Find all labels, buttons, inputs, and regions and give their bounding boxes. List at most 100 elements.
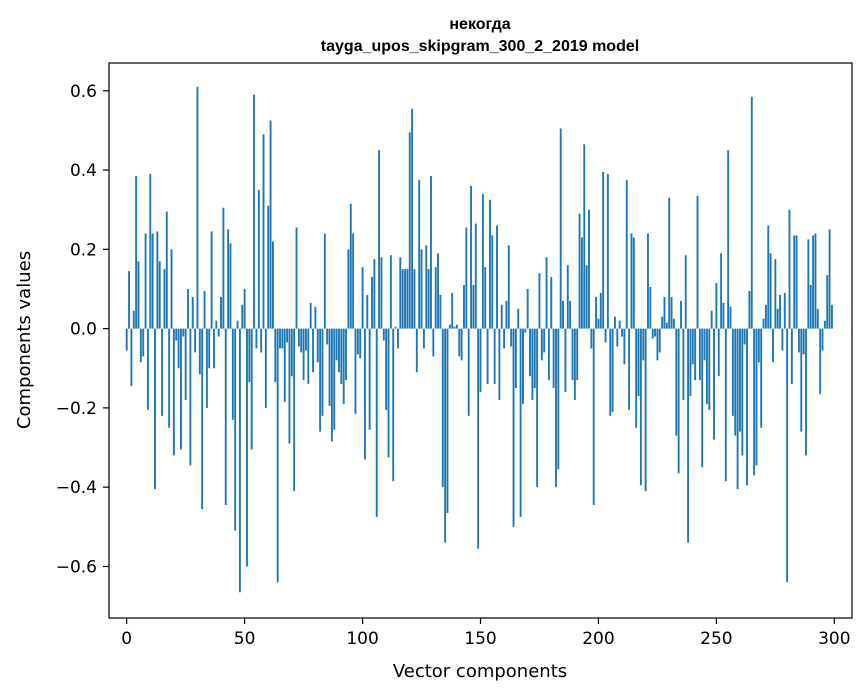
bar [757,328,760,363]
chart-title: некогда [449,16,510,33]
bar [500,304,503,329]
bar [689,328,692,396]
bar [397,328,399,349]
bar [439,294,442,329]
bar [481,193,484,329]
bar [814,233,817,329]
bar [460,328,463,361]
bar [290,328,293,377]
bar [727,150,730,329]
bar [427,269,430,329]
bar [764,304,767,329]
bar [477,328,480,549]
bar [422,328,425,349]
bar [526,288,529,329]
bar [696,195,699,329]
bar [333,328,336,430]
bar [498,328,501,400]
bar [312,328,314,373]
bar [307,328,310,385]
bar [295,227,298,329]
bar [161,328,164,416]
x-tick-label: 50 [234,629,256,649]
bar [399,257,402,329]
bar [769,253,772,329]
bar [248,328,251,383]
bar [441,328,444,488]
bar [580,237,583,329]
bar [356,328,359,355]
bar [545,257,548,329]
bar [505,300,508,329]
bar [547,328,550,381]
bar [739,328,741,432]
bar [614,316,616,329]
bar [562,300,564,329]
bar [661,316,664,329]
bar [682,328,685,400]
bar [479,328,482,393]
bar [488,199,491,329]
bar [552,328,555,389]
bar [359,328,362,359]
bar [522,328,524,404]
bar [760,328,763,428]
bar [597,318,600,329]
bar [142,328,145,357]
bar [616,328,619,347]
bar [257,189,260,329]
bar [635,328,638,428]
bar [595,296,598,329]
bar [163,269,166,329]
x-tick-label: 100 [346,629,378,649]
bar [783,292,786,329]
bar [191,296,194,329]
bar [529,328,531,377]
bar [260,328,263,353]
bar [352,233,355,329]
bar [470,185,473,329]
bar [724,328,727,482]
bar [741,328,744,456]
bar [642,328,645,361]
bar [366,294,369,329]
bar [701,328,704,468]
bar [411,108,414,329]
bar [802,328,805,355]
bar [238,328,241,593]
bar [241,304,244,329]
bar [401,269,404,329]
bar [625,179,628,329]
bar [512,328,515,527]
bar [708,328,711,410]
bar [654,328,656,337]
bar [302,328,305,381]
y-axis-label: Components values [14,251,35,429]
bar [573,328,576,400]
bar [734,328,737,436]
bar [363,328,366,460]
bar [781,328,784,351]
bar [710,310,713,329]
bar [684,255,687,329]
bar [536,328,539,488]
bar [618,320,621,329]
bar [371,277,373,329]
bar [455,324,458,329]
bar [644,328,647,492]
bar [213,328,215,369]
bar [149,174,152,329]
bar [540,328,543,361]
bar [795,235,798,329]
bar [698,328,701,381]
bar [215,320,218,329]
bar [194,328,197,353]
bar [555,328,557,488]
bar [345,328,347,381]
bar [382,328,385,341]
bar [585,265,588,329]
bar [559,128,562,329]
bar [425,245,428,329]
bar [394,326,397,329]
